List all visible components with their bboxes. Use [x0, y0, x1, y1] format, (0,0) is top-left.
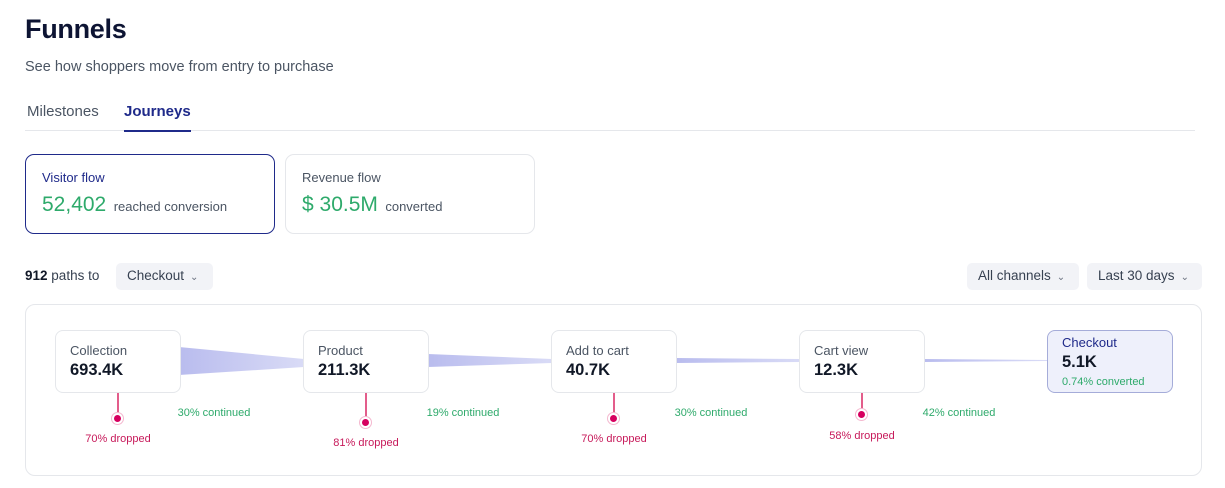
date-range-value: Last 30 days — [1098, 268, 1175, 283]
chevron-down-icon: ⌄ — [190, 272, 199, 283]
step-name: Add to cart — [566, 343, 629, 358]
step-card-checkout[interactable]: Checkout 5.1K 0.74% converted — [1047, 330, 1173, 393]
revenue-flow-metric: $ 30.5M converted — [302, 193, 442, 217]
flow-ribbon-1 — [179, 347, 304, 375]
drop-label: 70% dropped — [581, 433, 647, 445]
step-name: Checkout — [1062, 335, 1117, 350]
tab-milestones[interactable]: Milestones — [27, 103, 99, 120]
chevron-down-icon: ⌄ — [1056, 272, 1066, 283]
target-step-dropdown[interactable]: Checkout ⌄ — [116, 263, 213, 290]
drop-dot[interactable] — [112, 413, 123, 424]
drop-stem — [117, 393, 119, 415]
drop-label: 81% dropped — [333, 437, 399, 449]
drop-stem — [861, 393, 863, 411]
continued-label: 42% continued — [922, 407, 996, 419]
step-value: 211.3K — [318, 361, 371, 379]
drop-stem — [613, 393, 615, 415]
drop-stem — [365, 393, 367, 419]
flow-ribbon-3 — [676, 358, 800, 363]
revenue-flow-label: Revenue flow — [302, 170, 381, 185]
step-card-collection[interactable]: Collection 693.4K — [55, 330, 181, 393]
continued-label: 30% continued — [177, 407, 251, 419]
tab-journeys[interactable]: Journeys — [124, 103, 191, 132]
continued-label: 30% continued — [674, 407, 748, 419]
visitor-flow-card[interactable]: Visitor flow 52,402 reached conversion — [25, 154, 275, 234]
revenue-flow-suffix: converted — [385, 199, 443, 214]
flow-ribbon-4 — [924, 359, 1048, 362]
page-title: Funnels — [25, 14, 127, 44]
step-value: 5.1K — [1062, 353, 1097, 371]
step-value: 12.3K — [814, 361, 859, 379]
step-name: Collection — [70, 343, 128, 358]
channel-dropdown[interactable]: All channels ⌄ — [967, 263, 1079, 290]
visitor-flow-metric: 52,402 reached conversion — [42, 193, 227, 217]
drop-label: 70% dropped — [85, 433, 151, 445]
step-name: Product — [318, 343, 363, 358]
page-subtitle: See how shoppers move from entry to purc… — [25, 59, 334, 75]
visitor-flow-label: Visitor flow — [42, 170, 105, 185]
step-card-cart-view[interactable]: Cart view 12.3K — [799, 330, 925, 393]
flow-ribbon-2 — [428, 354, 552, 367]
drop-dot[interactable] — [856, 409, 867, 420]
drop-dot[interactable] — [360, 417, 371, 428]
step-converted: 0.74% converted — [1062, 376, 1145, 388]
step-card-product[interactable]: Product 211.3K — [303, 330, 429, 393]
paths-count: 912 — [25, 268, 48, 283]
journey-flow-panel: Collection 693.4K Product 211.3K Add to … — [25, 304, 1202, 476]
channel-value: All channels — [978, 268, 1051, 283]
revenue-flow-value: $ 30.5M — [302, 193, 378, 216]
revenue-flow-card[interactable]: Revenue flow $ 30.5M converted — [285, 154, 535, 234]
paths-text: paths to — [51, 268, 100, 283]
paths-summary: 912 paths to — [25, 268, 99, 283]
target-step-value: Checkout — [127, 268, 185, 283]
step-name: Cart view — [814, 343, 869, 358]
drop-label: 58% dropped — [829, 430, 895, 442]
flow-ribbons — [179, 347, 1048, 375]
continued-label: 19% continued — [426, 407, 500, 419]
visitor-flow-suffix: reached conversion — [113, 199, 228, 214]
visitor-flow-value: 52,402 — [42, 193, 107, 216]
drop-dot[interactable] — [608, 413, 619, 424]
chevron-down-icon: ⌄ — [1180, 272, 1189, 283]
step-value: 40.7K — [566, 361, 611, 379]
step-value: 693.4K — [70, 361, 124, 379]
view-tabs: Milestones Journeys — [25, 102, 1195, 132]
step-card-add-to-cart[interactable]: Add to cart 40.7K — [551, 330, 677, 393]
date-range-dropdown[interactable]: Last 30 days ⌄ — [1087, 263, 1202, 290]
